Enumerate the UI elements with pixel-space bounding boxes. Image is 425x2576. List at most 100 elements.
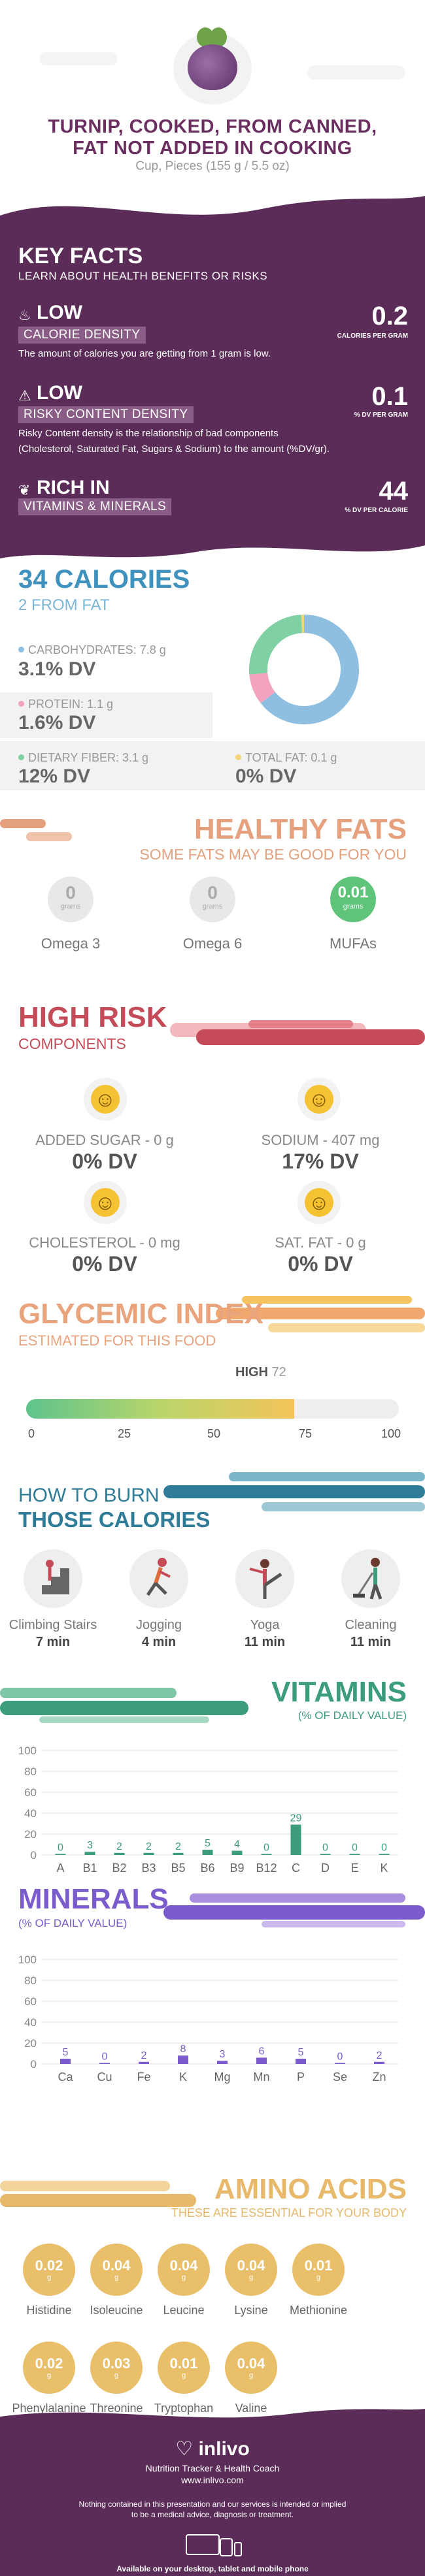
vitamin-bar-b5	[173, 1852, 184, 1855]
protein-label: PROTEIN: 1.1 g	[18, 698, 113, 711]
fiber-dot	[18, 754, 24, 760]
vitamin-value-label: 0	[58, 1843, 63, 1854]
mineral-bar-p	[296, 2059, 306, 2064]
vitamin-value-label: 0	[264, 1843, 269, 1854]
amino-unit: g	[181, 2274, 186, 2281]
footer-url[interactable]: www.inlivo.com	[181, 2475, 244, 2485]
glycemic-heading: GLYCEMIC INDEX	[18, 1298, 264, 1330]
vitamin-bar-k	[379, 1854, 390, 1855]
mufas-value: 0.01	[337, 884, 369, 901]
glycemic-bar	[26, 1399, 399, 1419]
calorie-density-desc: The amount of calories you are getting f…	[18, 348, 271, 359]
flame-icon: ♨	[18, 307, 31, 323]
burn-heading-2: THOSE CALORIES	[18, 1507, 211, 1532]
calorie-density-level: ♨ LOW	[18, 302, 82, 324]
vitamin-ytick: 0	[31, 1849, 37, 1861]
mineral-bar-zn	[374, 2061, 384, 2064]
grin-icon: ☺	[91, 1085, 120, 1114]
page-title: TURNIP, COOKED, FROM CANNED, FAT NOT ADD…	[0, 116, 425, 159]
vitamin-category-label: B5	[171, 1861, 185, 1875]
amino-unit: g	[46, 2274, 52, 2281]
amino-circle: 0.04 g	[225, 2244, 277, 2296]
minerals-subheading: (% OF DAILY VALUE)	[18, 1917, 128, 1929]
devices-icon	[0, 2534, 425, 2560]
vitamin-category-label: B9	[230, 1861, 244, 1875]
amino-circle: 0.04 g	[90, 2244, 143, 2296]
risky-density-desc-1: Risky Content density is the relationshi…	[18, 428, 279, 439]
healthy-fats-subheading: SOME FATS MAY BE GOOD FOR YOU	[139, 846, 407, 863]
amino-unit: g	[46, 2372, 52, 2379]
vitamin-ytick: 40	[24, 1807, 37, 1820]
mineral-value-label: 0	[102, 2052, 108, 2063]
grin-icon: ☺	[91, 1188, 120, 1217]
mineral-ytick: 60	[24, 1995, 37, 2008]
leaf-icon: ❦	[18, 482, 31, 498]
risky-density-unit: % DV PER GRAM	[354, 411, 408, 419]
calorie-density-label: CALORIE DENSITY	[18, 327, 146, 344]
mineral-bar-se	[335, 2063, 345, 2064]
mineral-category-label: Zn	[372, 2070, 386, 2084]
vitamin-bar-b3	[143, 1852, 154, 1855]
jogging-label: Jogging	[135, 1618, 182, 1632]
donut-slice-protein	[249, 672, 276, 703]
vitamins-minerals-level-text: RICH IN	[37, 477, 110, 498]
mineral-category-label: K	[179, 2070, 187, 2084]
mineral-bar-k	[178, 2055, 188, 2064]
sodium-dv: 17% DV	[282, 1150, 359, 1173]
mufas-unit: grams	[343, 903, 364, 910]
carbs-label: CARBOHYDRATES: 7.8 g	[18, 643, 166, 657]
mineral-value-label: 3	[220, 2049, 226, 2060]
mineral-category-label: P	[297, 2070, 305, 2084]
vitamin-bar-b6	[202, 1850, 213, 1855]
sat-fat-dv: 0% DV	[288, 1252, 353, 1276]
amino-value: 0.04	[237, 2355, 265, 2372]
amino-circle: 0.02 g	[23, 2244, 75, 2296]
amino-label: Leucine	[163, 2304, 205, 2317]
mufas-circle: 0.01 grams	[330, 877, 376, 922]
healthy-fats-decoration	[0, 819, 72, 841]
vitamin-bar-a	[55, 1854, 66, 1855]
vitamin-bar-d	[320, 1854, 331, 1855]
vitamin-category-label: A	[56, 1861, 64, 1875]
title-line-2: FAT NOT ADDED IN COOKING	[73, 138, 352, 159]
amino-label: Histidine	[26, 2304, 72, 2317]
vitamins-subheading: (% OF DAILY VALUE)	[298, 1709, 407, 1722]
sodium-indicator: ☺	[298, 1078, 341, 1121]
header-decoration-left	[39, 52, 118, 65]
fiber-dv: 12% DV	[18, 765, 91, 787]
glycemic-bar-fill	[26, 1399, 295, 1419]
mineral-category-label: Se	[333, 2070, 347, 2084]
key-facts-section	[0, 222, 425, 536]
omega6-value: 0	[207, 882, 218, 903]
omega3-label: Omega 3	[41, 935, 101, 952]
amino-circle: 0.03 g	[90, 2342, 143, 2394]
glycemic-tick: 0	[27, 1427, 35, 1440]
glycemic-tick: 75	[298, 1427, 313, 1440]
vitamins-minerals-level: ❦ RICH IN	[18, 477, 110, 499]
cholesterol-indicator: ☺	[84, 1181, 127, 1224]
vitamin-value-label: 3	[87, 1840, 93, 1851]
amino-circle: 0.01 g	[292, 2244, 345, 2296]
sodium-label: SODIUM - 407 mg	[261, 1132, 380, 1148]
vitamin-category-label: E	[350, 1861, 358, 1875]
protein-dot	[18, 701, 24, 707]
food-image	[173, 27, 252, 105]
burn-decoration	[163, 1472, 425, 1511]
glycemic-tick: 100	[381, 1427, 401, 1440]
fat-label: TOTAL FAT: 0.1 g	[235, 751, 337, 765]
amino-unit: g	[114, 2372, 119, 2379]
mineral-value-label: 2	[141, 2050, 147, 2061]
vitamin-bar-b2	[114, 1852, 125, 1855]
yoga-label: Yoga	[250, 1618, 280, 1632]
vitamins-minerals-label: VITAMINS & MINERALS	[18, 498, 172, 515]
fiber-label: DIETARY FIBER: 3.1 g	[18, 751, 148, 765]
calorie-density-unit: CALORIES PER GRAM	[337, 332, 408, 340]
risky-density-desc: Risky Content density is the relationshi…	[18, 426, 330, 457]
vitamin-ytick: 100	[18, 1745, 37, 1757]
protein-band	[0, 692, 212, 738]
vitamin-ytick: 60	[24, 1786, 37, 1799]
vitamin-bar-b12	[261, 1854, 272, 1855]
title-line-1: TURNIP, COOKED, FROM CANNED,	[48, 116, 377, 137]
burn-heading-1: HOW TO BURN	[18, 1485, 160, 1506]
glycemic-subheading: ESTIMATED FOR THIS FOOD	[18, 1332, 216, 1349]
